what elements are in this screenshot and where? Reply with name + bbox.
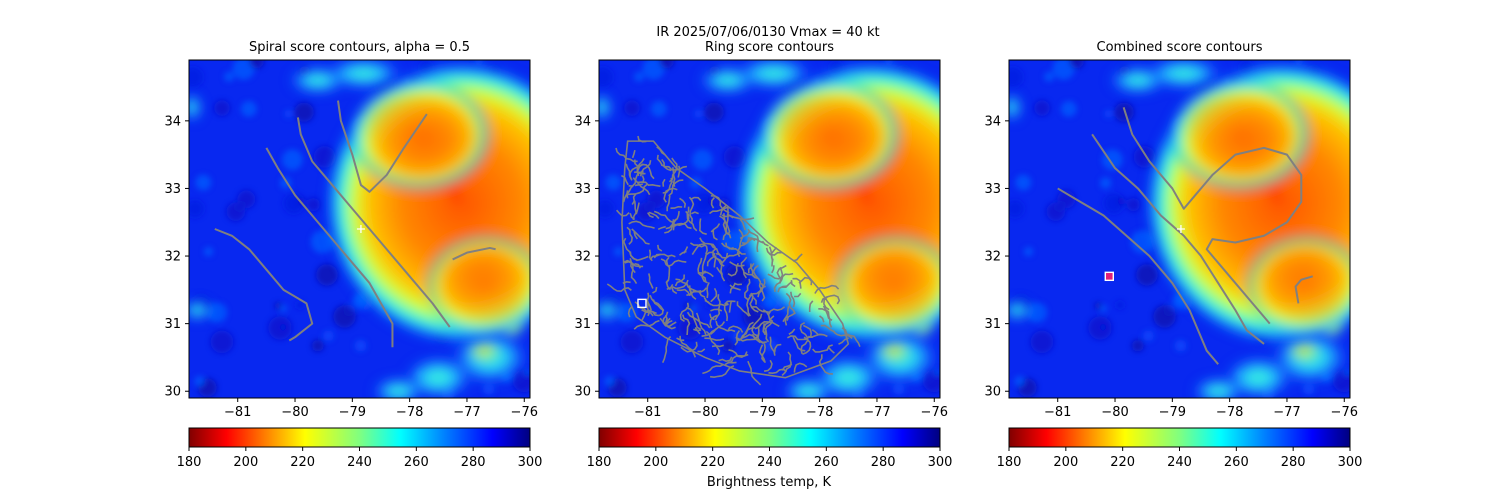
y-tick-label: 30: [164, 385, 181, 400]
y-tick-label: 33: [574, 182, 591, 197]
score-contour-3: [1122, 107, 1303, 325]
colorbar-tick-label: 260: [1224, 455, 1249, 470]
colorbar-tick-label: 200: [643, 455, 668, 470]
x-tick-label: −79: [749, 405, 776, 420]
colorbar-tick-label: 240: [1167, 455, 1192, 470]
axes-frame: [1008, 59, 1351, 399]
x-tick-label: −77: [453, 405, 480, 420]
colorbar-tick-label: 240: [347, 455, 372, 470]
colorbar-tick-label: 220: [1110, 455, 1135, 470]
colorbar-tick-label: 240: [757, 455, 782, 470]
ring-score-contours: [606, 135, 861, 386]
panels: Spiral score contours, alpha = 0.5 −81 −80…: [164, 40, 1363, 470]
y-tick-label: 34: [984, 114, 1001, 129]
y-tick-label: 34: [164, 114, 181, 129]
brightness-temp-image: [189, 60, 530, 398]
x-tick-label: −78: [806, 405, 833, 420]
panel-title: Ring score contours: [705, 40, 834, 55]
score-max-square-marker: [637, 298, 647, 309]
axes-frame: [598, 59, 941, 399]
score-contour-1: [1057, 187, 1219, 365]
x-tick-label: −81: [634, 405, 661, 420]
y-tick-label: 33: [164, 182, 181, 197]
center-plus-marker: [356, 225, 365, 233]
panel-2: Ring score contours −81 −80 −79 −78 −77 −76 30 3…: [574, 40, 953, 470]
score-contour-2: [265, 147, 394, 348]
x-tick-label: −79: [1159, 405, 1186, 420]
y-tick-label: 32: [984, 250, 1001, 265]
colorbar-tick-label: 220: [700, 455, 725, 470]
y-tick-label: 30: [984, 385, 1001, 400]
colorbar-tick-label: 220: [290, 455, 315, 470]
x-tick-label: −78: [396, 405, 423, 420]
colorbar-tick-label: 180: [587, 455, 612, 470]
brightness-temp-image: [1009, 60, 1350, 398]
y-tick-label: 32: [164, 250, 181, 265]
x-tick-label: −80: [1101, 405, 1128, 420]
colorbar-tick-label: 300: [928, 455, 953, 470]
panel-title: Spiral score contours, alpha = 0.5: [249, 40, 470, 55]
panel-title: Combined score contours: [1097, 40, 1263, 55]
x-tick-label: −81: [1044, 405, 1071, 420]
y-tick-label: 30: [574, 385, 591, 400]
y-tick-label: 31: [574, 317, 591, 332]
colorbar-tick-label: 300: [1338, 455, 1363, 470]
score-max-square-marker: [1104, 271, 1114, 282]
figure-suptitle-line: IR 2025/07/06/0130 Vmax = 40 kt: [656, 25, 879, 40]
x-tick-label: −76: [1331, 405, 1358, 420]
score-contour-1: [214, 228, 314, 342]
axes-frame: [188, 59, 531, 399]
colorbar-tick-label: 200: [233, 455, 258, 470]
y-tick-label: 31: [164, 317, 181, 332]
colorbar-tick-label: 260: [404, 455, 429, 470]
colorbar-tick-label: 260: [814, 455, 839, 470]
colorbar: [598, 427, 941, 448]
colorbar: [188, 427, 531, 448]
score-contour-3: [296, 117, 451, 328]
x-tick-label: −77: [1273, 405, 1300, 420]
x-tick-label: −80: [281, 405, 308, 420]
y-tick-label: 34: [574, 114, 591, 129]
score-contour-4: [1294, 275, 1314, 304]
x-tick-label: −79: [339, 405, 366, 420]
colorbar-tick-label: 180: [177, 455, 202, 470]
colorbar-tick-label: 200: [1053, 455, 1078, 470]
x-tick-label: −81: [224, 405, 251, 420]
y-tick-label: 31: [984, 317, 1001, 332]
colorbar-tick-label: 180: [997, 455, 1022, 470]
score-contour-2: [1091, 133, 1265, 345]
colorbar-tick-label: 280: [871, 455, 896, 470]
panel-1: Spiral score contours, alpha = 0.5 −81 −80…: [164, 40, 543, 470]
score-contour-5: [452, 246, 496, 261]
brightness-temp-image: [599, 60, 940, 398]
colorbar-tick-label: 280: [461, 455, 486, 470]
x-tick-label: −76: [511, 405, 538, 420]
x-tick-label: −78: [1216, 405, 1243, 420]
panel-3: Combined score contours −81 −80 −79 −78 −77 −7…: [984, 40, 1363, 470]
colorbar: [1008, 427, 1351, 448]
center-plus-marker: [1176, 225, 1185, 233]
colorbar-label: Brightness temp, K: [707, 475, 832, 490]
y-tick-label: 32: [574, 250, 591, 265]
colorbar-tick-label: 300: [518, 455, 543, 470]
score-contour-4: [337, 100, 428, 193]
y-tick-label: 33: [984, 182, 1001, 197]
x-tick-label: −76: [921, 405, 948, 420]
x-tick-label: −80: [691, 405, 718, 420]
colorbar-tick-label: 280: [1281, 455, 1306, 470]
x-tick-label: −77: [863, 405, 890, 420]
